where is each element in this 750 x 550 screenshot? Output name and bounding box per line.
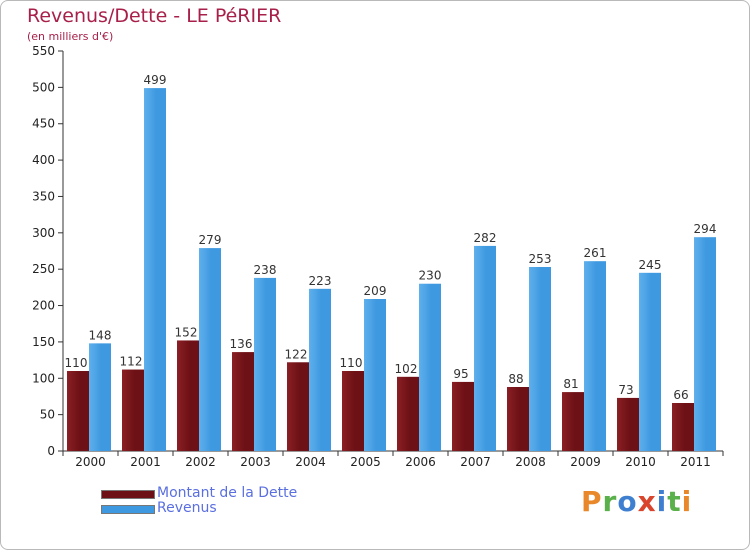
data-label-debt: 66 — [673, 388, 688, 402]
x-tick-label: 2003 — [240, 455, 271, 469]
bar-debt — [67, 371, 89, 451]
data-label-debt: 136 — [230, 337, 253, 351]
axes: 0 50 100 150 200 250 300 350 400 450 500 550 2000 200… — [32, 44, 724, 469]
legend-label-revenue: Revenus — [157, 500, 217, 516]
bars — [67, 88, 716, 451]
data-label-debt: 112 — [120, 355, 143, 369]
bar-debt — [452, 381, 474, 451]
chart-title: Revenus/Dette - LE PéRIER — [27, 5, 282, 27]
y-tick-label: 400 — [32, 153, 55, 167]
data-label-revenue: 223 — [309, 274, 332, 288]
y-tick-label: 0 — [47, 444, 55, 458]
data-label-debt: 73 — [618, 383, 633, 397]
x-tick-label: 2002 — [185, 455, 216, 469]
bar-revenue — [639, 272, 661, 451]
data-label-debt: 102 — [395, 362, 418, 376]
y-tick-label: 250 — [32, 262, 55, 276]
data-label-revenue: 238 — [254, 263, 277, 277]
x-tick-label: 2008 — [515, 455, 546, 469]
legend-label-debt: Montant de la Dette — [157, 485, 298, 501]
data-label-revenue: 499 — [144, 73, 167, 87]
bar-revenue — [419, 283, 441, 451]
x-tick-label: 2010 — [625, 455, 656, 469]
y-tick-label: 150 — [32, 335, 55, 349]
x-tick-label: 2009 — [570, 455, 601, 469]
data-label-revenue: 294 — [694, 222, 717, 236]
x-tick-label: 2001 — [130, 455, 161, 469]
data-label-revenue: 253 — [529, 252, 552, 266]
proxiti-logo: Proxiti — [581, 485, 692, 518]
data-label-debt: 110 — [340, 356, 363, 370]
legend-swatch-debt — [101, 490, 155, 499]
logo-letter: r — [602, 485, 618, 518]
bar-revenue — [584, 261, 606, 451]
bar-debt — [507, 387, 529, 451]
y-tick-label: 200 — [32, 299, 55, 313]
bar-revenue — [309, 288, 331, 451]
logo-letter: i — [656, 485, 668, 518]
y-tick-label: 550 — [32, 44, 55, 58]
data-label-revenue: 261 — [584, 246, 607, 260]
x-tick-label: 2011 — [680, 455, 711, 469]
y-tick-label: 450 — [32, 117, 55, 131]
x-tick-label: 2000 — [75, 455, 106, 469]
y-tick-label: 300 — [32, 226, 55, 240]
logo-letter: i — [681, 485, 693, 518]
bar-revenue — [254, 277, 276, 451]
bar-revenue — [199, 248, 221, 451]
chart-subtitle: (en milliers d'€) — [27, 30, 114, 43]
data-label-debt: 81 — [563, 377, 578, 391]
bar-debt — [672, 403, 694, 451]
data-label-revenue: 209 — [364, 284, 387, 298]
y-tick-label: 350 — [32, 189, 55, 203]
data-labels: 1101481124991522791362381222231102091022… — [65, 73, 717, 402]
data-label-revenue: 148 — [89, 328, 112, 342]
data-label-debt: 152 — [175, 325, 198, 339]
x-tick-label: 2005 — [350, 455, 381, 469]
bar-revenue — [89, 343, 111, 451]
y-tick-label: 50 — [40, 408, 55, 422]
data-label-revenue: 282 — [474, 231, 497, 245]
bar-revenue — [474, 245, 496, 451]
x-tick-label: 2006 — [405, 455, 436, 469]
x-tick-label: 2004 — [295, 455, 326, 469]
logo-letter: P — [581, 485, 603, 518]
data-label-debt: 88 — [508, 372, 523, 386]
logo-letter: o — [617, 485, 638, 518]
logo-letter: x — [637, 485, 657, 518]
y-tick-label: 100 — [32, 371, 55, 385]
data-label-debt: 95 — [453, 367, 468, 381]
bar-debt — [232, 352, 254, 451]
bar-debt — [122, 369, 144, 451]
bar-debt — [617, 397, 639, 451]
data-label-debt: 110 — [65, 356, 88, 370]
bar-revenue — [364, 299, 386, 451]
data-label-revenue: 279 — [199, 233, 222, 247]
bar-debt — [177, 340, 199, 451]
legend-swatch-revenue — [101, 505, 155, 514]
y-tick-label: 500 — [32, 80, 55, 94]
bar-revenue — [694, 237, 716, 451]
bar-debt — [397, 376, 419, 451]
data-label-revenue: 245 — [639, 258, 662, 272]
data-label-revenue: 230 — [419, 269, 442, 283]
logo-letter: t — [667, 485, 682, 518]
bar-debt — [287, 362, 309, 451]
bar-debt — [342, 371, 364, 451]
data-label-debt: 122 — [285, 347, 308, 361]
bar-revenue — [144, 88, 166, 451]
bar-debt — [562, 392, 584, 451]
bar-revenue — [529, 267, 551, 451]
x-tick-label: 2007 — [460, 455, 491, 469]
